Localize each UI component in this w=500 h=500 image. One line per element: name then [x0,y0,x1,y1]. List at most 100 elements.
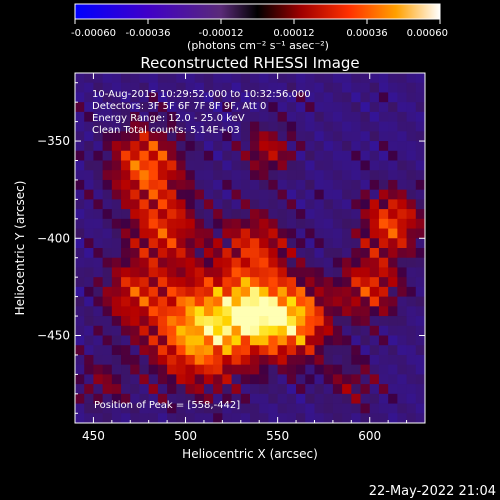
heatmap-cell [84,102,94,113]
heatmap-cell [203,364,214,375]
heatmap-cell [111,257,122,268]
heatmap-cell [194,335,205,346]
heatmap-cell [148,170,159,181]
heatmap-cell [406,257,417,268]
heatmap-cell [93,199,104,210]
heatmap-cell [213,150,223,161]
heatmap-cell [231,374,242,385]
heatmap-cell [93,150,104,161]
heatmap-cell [268,335,279,346]
heatmap-cell [213,257,223,268]
heatmap-cell [397,228,407,239]
heatmap-cell [185,92,196,103]
heatmap-cell [102,384,113,395]
heatmap-cell [75,267,85,278]
heatmap-cell [213,218,223,229]
heatmap-cell [167,325,177,336]
heatmap-cell [185,354,196,366]
heatmap-cell [102,170,113,181]
heatmap-cell [194,277,205,288]
heatmap-cell [369,82,380,93]
heatmap-cell [388,393,398,404]
heatmap-cell [388,306,398,317]
heatmap-cell [369,403,380,414]
heatmap-cell [213,141,223,152]
heatmap-cell [111,92,122,103]
heatmap-cell [130,248,140,259]
heatmap-cell [176,150,186,161]
heatmap-cell [157,121,168,132]
heatmap-cell [185,189,196,200]
heatmap-cell [286,121,297,132]
heatmap-cell [240,111,251,123]
heatmap-cell [102,179,113,191]
heatmap-cell [351,218,361,229]
heatmap-cell [296,335,306,346]
heatmap-cell [167,121,177,132]
heatmap-cell [259,393,269,404]
x-axis-label: Heliocentric X (arcsec) [182,447,318,461]
heatmap-cell [351,111,361,123]
heatmap-cell [351,141,361,152]
heatmap-cell [176,384,186,395]
heatmap-cell [397,345,407,356]
heatmap-cell [130,345,140,356]
heatmap-cell [286,189,297,200]
heatmap-cell [360,131,371,142]
heatmap-cell [75,374,85,385]
heatmap-cell [194,306,205,317]
heatmap-cell [194,296,205,307]
heatmap-cell [231,325,242,336]
heatmap-cell [148,364,159,375]
heatmap-cell [185,111,196,123]
heatmap-cell [176,413,186,424]
heatmap-cell [415,209,426,220]
heatmap-cell [250,267,260,278]
heatmap-cell [323,131,334,142]
heatmap-cell [250,335,260,346]
heatmap-cell [102,150,113,161]
heatmap-cell [415,384,426,395]
colorbar-gradient [74,3,441,20]
heatmap-cell [378,189,389,200]
heatmap-cell [332,248,343,259]
heatmap-cell [111,238,122,249]
heatmap-cell [360,413,371,424]
heatmap-cell [360,199,371,210]
heatmap-cell [314,150,325,161]
heatmap-cell [213,111,223,123]
heatmap-cell [369,354,380,366]
heatmap-cell [332,335,343,346]
heatmap-cell [332,121,343,132]
heatmap-cell [397,248,407,259]
heatmap-cell [259,374,269,385]
heatmap-cell [93,286,104,298]
heatmap-cell [102,141,113,152]
heatmap-cell [148,277,159,288]
heatmap-cell [305,141,315,152]
heatmap-cell [93,92,104,103]
heatmap-cell [231,354,242,366]
heatmap-cell [148,73,159,84]
heatmap-cell [93,73,104,84]
heatmap-cell [360,141,371,152]
heatmap-cell [314,248,325,259]
heatmap-cell [148,393,159,404]
heatmap-cell [323,403,334,414]
heatmap-cell [360,286,371,298]
heatmap-cell [406,306,417,317]
heatmap-cell [369,335,380,346]
heatmap-cell [185,179,196,191]
heatmap-cell [148,316,159,327]
heatmap-cell [286,335,297,346]
heatmap-cell [75,384,85,395]
heatmap-cell [259,102,269,113]
heatmap-cell [305,160,315,171]
heatmap-cell [406,413,417,424]
heatmap-cell [157,345,168,356]
heatmap-cell [378,131,389,142]
heatmap-cell [296,160,306,171]
heatmap-cell [305,218,315,229]
heatmap-cell [213,403,223,414]
heatmap-cell [93,413,104,424]
